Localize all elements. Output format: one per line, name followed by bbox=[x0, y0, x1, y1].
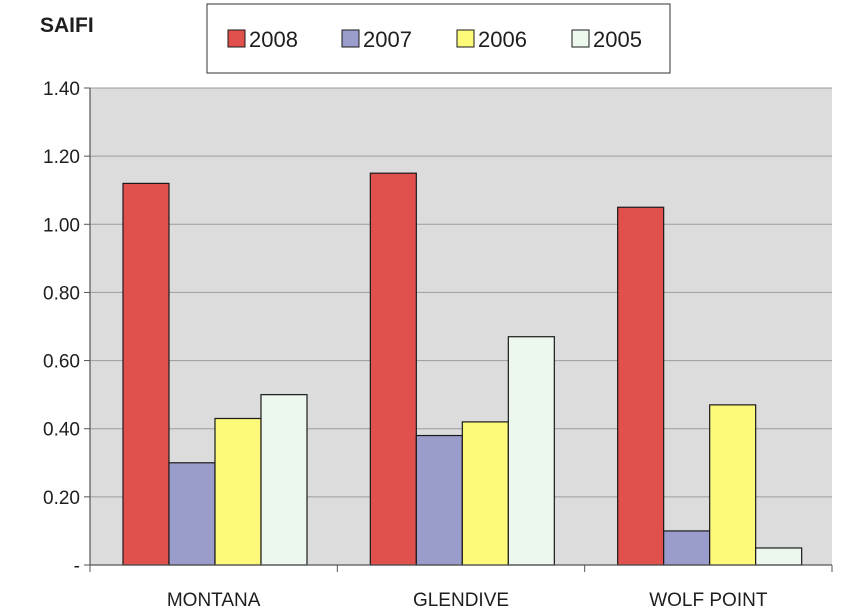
y-tick-label: 0.20 bbox=[43, 488, 80, 509]
bar bbox=[168, 462, 216, 566]
bar bbox=[415, 434, 463, 566]
legend-label: 2006 bbox=[478, 27, 527, 52]
y-tick-label: 0.60 bbox=[43, 352, 80, 373]
legend-swatch bbox=[571, 29, 590, 48]
chart-title: SAIFI bbox=[40, 14, 94, 37]
x-tick-label: WOLF POINT bbox=[649, 590, 768, 611]
legend-box bbox=[206, 3, 671, 74]
bar bbox=[369, 172, 417, 566]
legend-swatch bbox=[456, 29, 475, 48]
x-tick-label: MONTANA bbox=[167, 590, 261, 611]
bar bbox=[214, 417, 262, 566]
y-axis: - 0.20 0.40 0.60 0.80 1.00 1.20 1.40 bbox=[43, 79, 91, 577]
bar bbox=[122, 182, 170, 566]
bar bbox=[663, 530, 711, 566]
x-tick-label: GLENDIVE bbox=[413, 590, 509, 611]
bar bbox=[507, 336, 555, 566]
y-tick-label: - bbox=[74, 556, 80, 577]
y-tick-label: 0.40 bbox=[43, 420, 80, 441]
x-axis: MONTANA GLENDIVE WOLF POINT bbox=[89, 564, 833, 611]
bar bbox=[461, 421, 509, 566]
legend-label: 2007 bbox=[363, 27, 412, 52]
y-tick-label: 0.80 bbox=[43, 283, 80, 304]
legend-swatch bbox=[341, 29, 360, 48]
gridlines bbox=[90, 87, 832, 498]
bar bbox=[709, 404, 757, 566]
legend-label: 2008 bbox=[249, 27, 298, 52]
legend: 2008 2007 2006 2005 bbox=[206, 3, 671, 74]
y-tick-label: 1.00 bbox=[43, 215, 80, 236]
bars bbox=[122, 172, 803, 566]
bar bbox=[755, 547, 803, 566]
y-tick-label: 1.20 bbox=[43, 147, 80, 168]
bar bbox=[260, 394, 308, 566]
legend-swatch bbox=[227, 29, 246, 48]
y-tick-label: 1.40 bbox=[43, 79, 80, 100]
bar bbox=[617, 206, 665, 566]
legend-label: 2005 bbox=[593, 27, 642, 52]
